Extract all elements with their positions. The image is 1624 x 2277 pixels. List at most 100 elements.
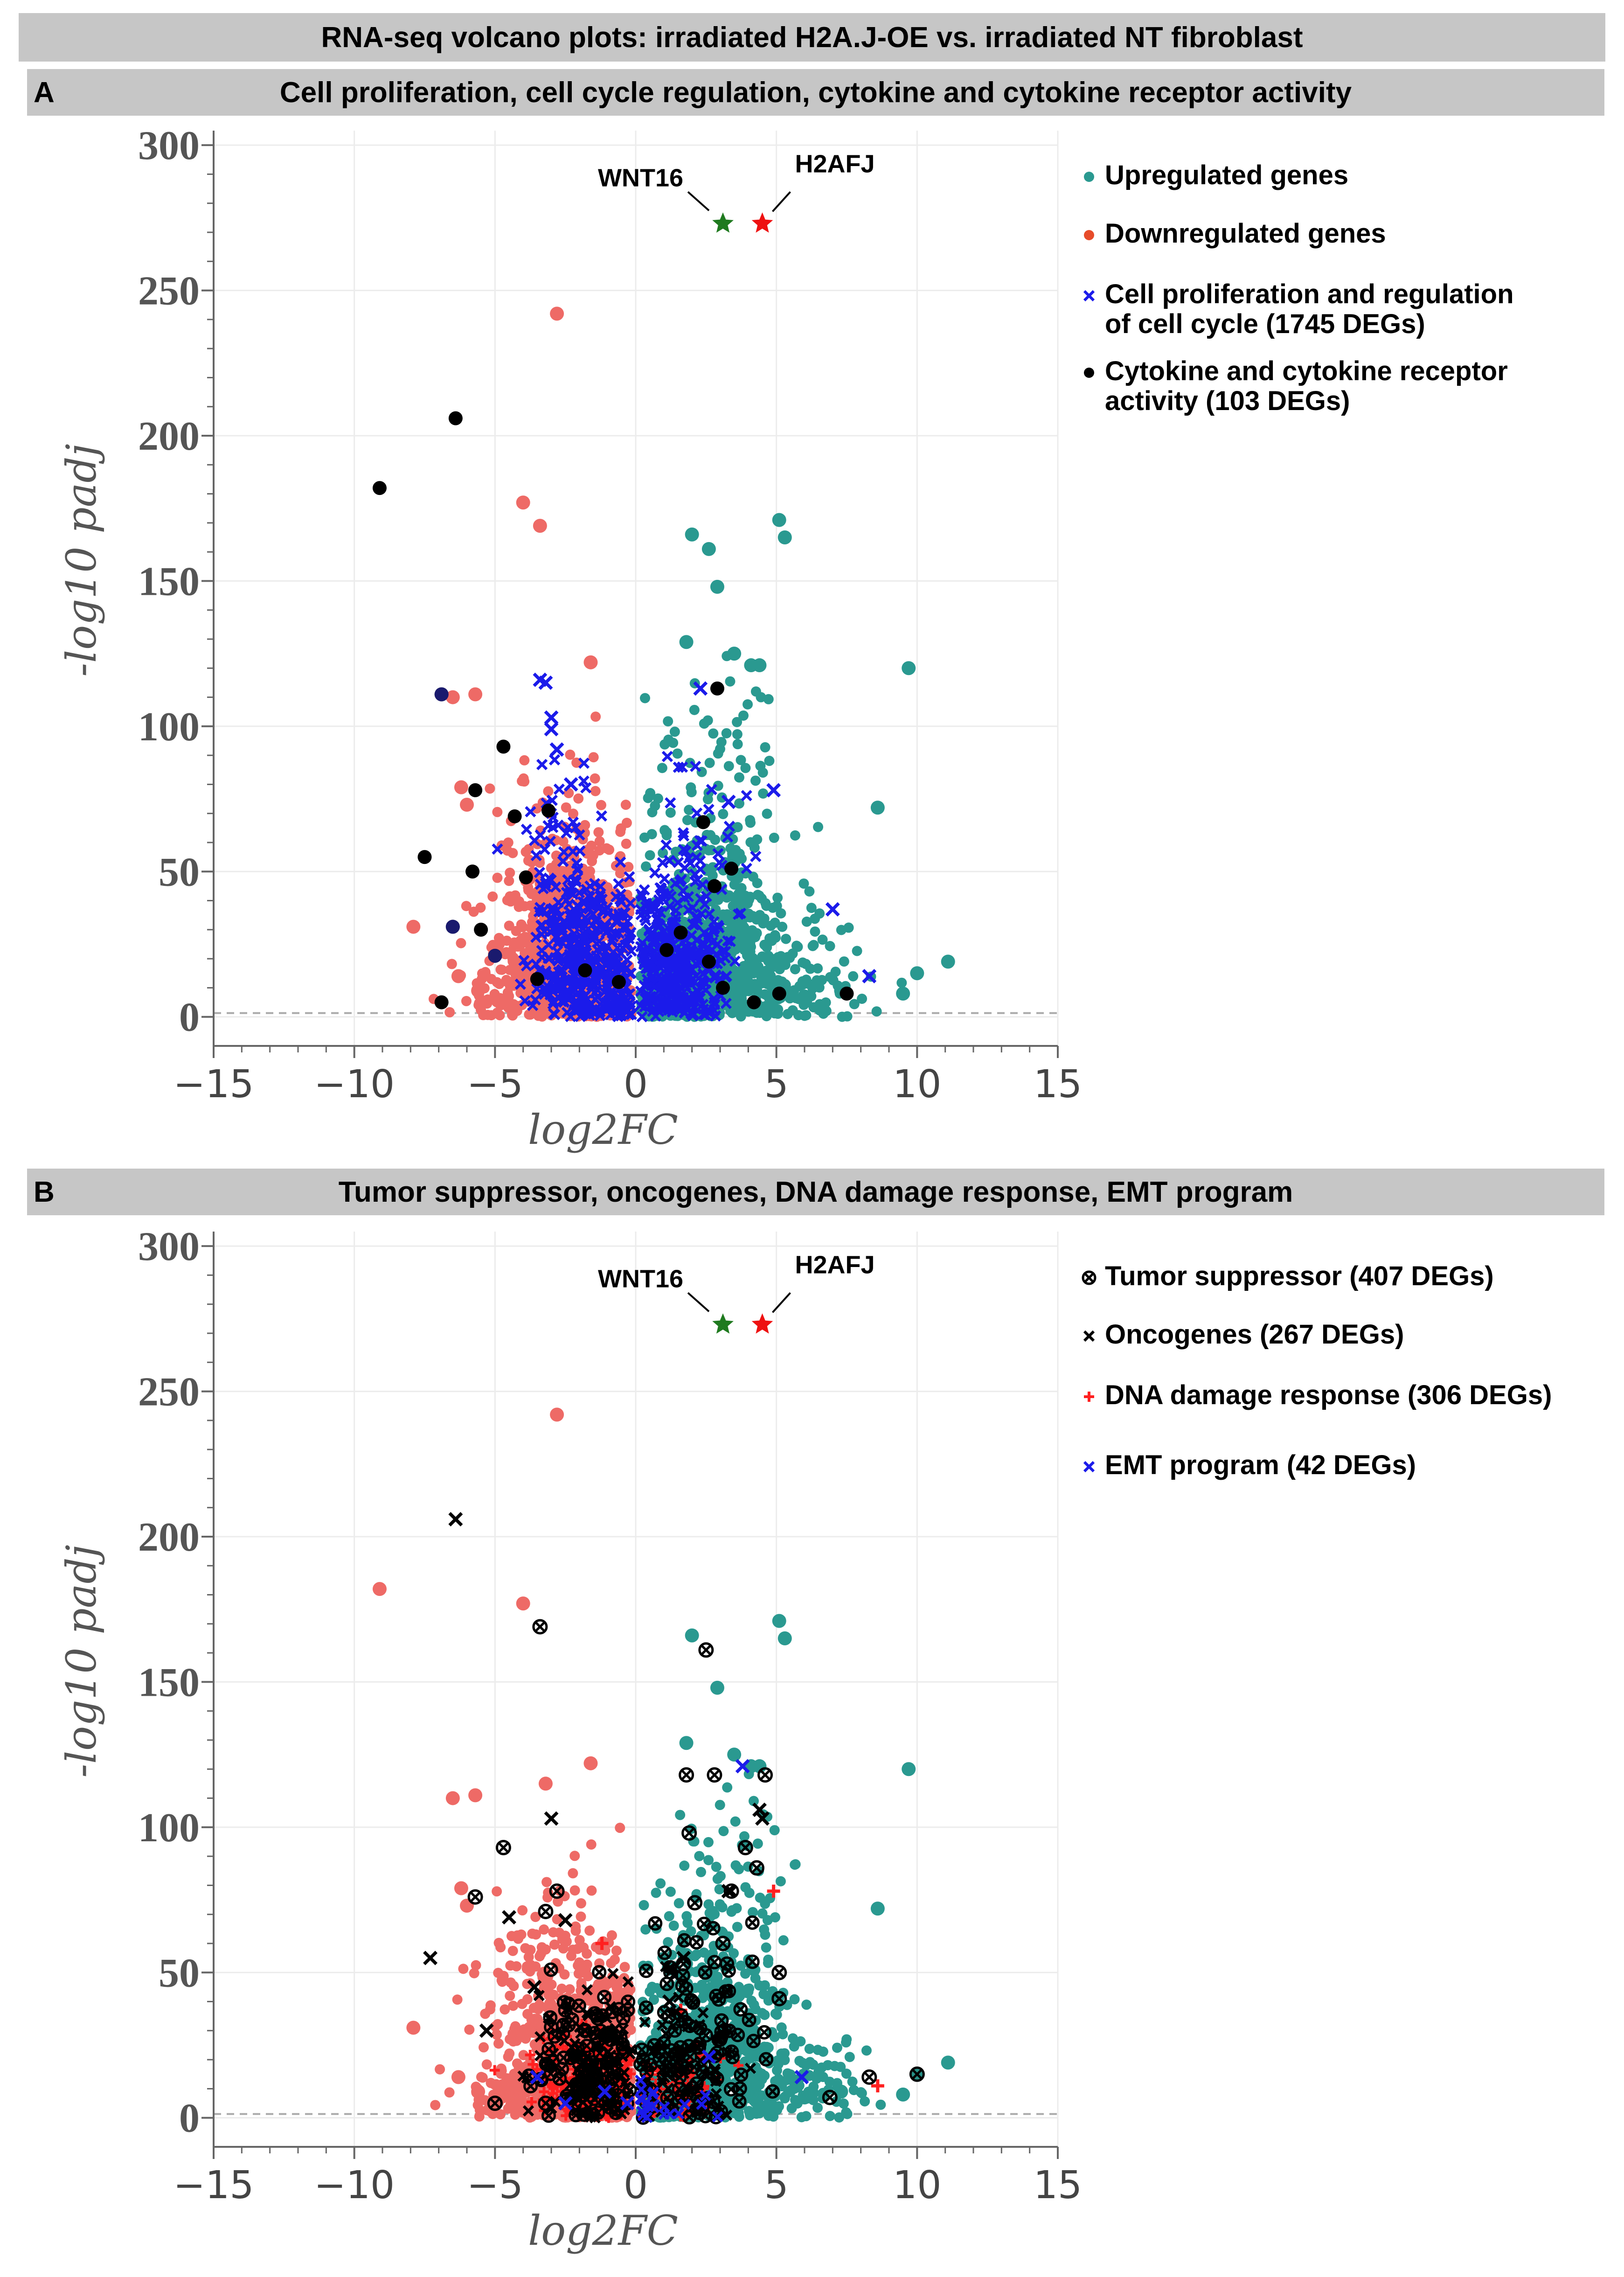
point-a-cell-proliferation-and-regulation-of-cell-cycle-1745-degs	[544, 836, 556, 847]
point-a-upregulated-genes	[736, 755, 746, 766]
point-a-cytokine-and-cytokine-receptor-activity-103-degs	[496, 739, 511, 754]
point-a-cell-proliferation-and-regulation-of-cell-cycle-1745-degs	[643, 925, 655, 937]
point-a-cell-proliferation-and-regulation-of-cell-cycle-1745-degs	[539, 843, 550, 855]
point-b-upregulated-genes	[768, 2111, 779, 2122]
point-a-downregulated-genes	[519, 755, 530, 766]
point-a-upregulated-genes	[639, 693, 650, 703]
point-a-upregulated-genes	[684, 805, 694, 815]
point-b-upregulated-genes	[740, 1968, 750, 1979]
point-a-cell-proliferation-and-regulation-of-cell-cycle-1745-degs	[721, 794, 736, 809]
x-tick-label-a: −5	[467, 1062, 523, 1107]
point-a-upregulated-genes	[896, 977, 907, 988]
point-a-downregulated-genes	[533, 519, 547, 533]
point-a-cell-proliferation-and-regulation-of-cell-cycle-1745-degs	[678, 843, 689, 856]
legend-label-a-2: Cell proliferation and regulation of cell…	[1105, 279, 1514, 339]
point-a-cell-proliferation-and-regulation-of-cell-cycle-1745-degs	[660, 931, 672, 942]
point-a-cell-proliferation-and-regulation-of-cell-cycle-1745-degs	[530, 850, 542, 862]
point-b-upregulated-genes	[896, 2087, 910, 2102]
point-a-upregulated-genes	[825, 972, 836, 982]
point-a-cell-proliferation-and-regulation-of-cell-cycle-1745-degs	[548, 754, 561, 766]
point-a-downregulated-genes	[580, 820, 590, 830]
point-a-cytokine-and-cytokine-receptor-activity-103-degs	[707, 879, 722, 893]
point-a-cell-proliferation-and-regulation-of-cell-cycle-1745-degs	[661, 751, 673, 762]
figure-title: RNA-seq volcano plots: irradiated H2A.J-…	[321, 21, 1303, 54]
point-a-cell-proliferation-and-regulation-of-cell-cycle-1745-degs	[647, 935, 659, 947]
point-b-upregulated-genes	[775, 1876, 786, 1887]
point-b-upregulated-genes	[759, 2070, 770, 2081]
point-a-cell-proliferation-and-regulation-of-cell-cycle-1745-degs	[600, 921, 612, 933]
point-b-upregulated-genes	[798, 2090, 812, 2105]
point-a-cell-proliferation-and-regulation-of-cell-cycle-1745-degs	[573, 887, 585, 898]
point-a-downregulated-genes	[492, 872, 503, 883]
point-b-upregulated-genes	[818, 2088, 828, 2098]
point-b-upregulated-genes	[703, 1855, 714, 1866]
point-a-downregulated-genes	[454, 780, 468, 794]
point-a-upregulated-genes	[750, 932, 761, 942]
point-b-upregulated-genes	[769, 1825, 780, 1836]
point-a-downregulated-genes	[485, 783, 495, 794]
point-a-cell-proliferation-and-regulation-of-cell-cycle-1745-degs	[530, 931, 542, 943]
point-a-downregulated-genes	[521, 847, 531, 857]
point-a-upregulated-genes	[663, 734, 674, 745]
point-a-cell-proliferation-and-regulation-of-cell-cycle-1745-degs	[702, 934, 714, 946]
y-tick-label-a: 0	[179, 995, 200, 1040]
point-a-cell-proliferation-and-regulation-of-cell-cycle-1745-degs	[547, 822, 559, 833]
point-a-downregulated-genes	[456, 938, 466, 948]
point-a-cell-proliferation-and-regulation-of-cell-cycle-1745-degs	[600, 996, 612, 1008]
point-a-cytokine-and-cytokine-receptor-activity-103-degs	[710, 681, 724, 696]
x-tick-label-b: −15	[173, 2163, 254, 2207]
point-a-upregulated-genes	[725, 676, 736, 687]
point-a-downregulated-genes	[568, 808, 579, 819]
point-b-upregulated-genes	[747, 2087, 757, 2098]
point-a-cell-proliferation-and-regulation-of-cell-cycle-1745-degs	[692, 874, 703, 885]
y-tick-label-a: 150	[138, 559, 200, 604]
point-a-cell-proliferation-and-regulation-of-cell-cycle-1745-degs	[570, 996, 582, 1009]
point-a-downregulated-genes	[519, 901, 530, 912]
point-a-cell-proliferation-and-regulation-of-cell-cycle-1745-degs	[706, 784, 717, 795]
point-b-upregulated-genes	[743, 1986, 754, 1997]
point-b-upregulated-genes	[730, 1816, 741, 1827]
point-a-cell-proliferation-and-regulation-of-cell-cycle-1745-degs	[691, 984, 703, 996]
point-a-cell-proliferation-and-regulation-of-cell-cycle-1745-degs	[583, 890, 594, 902]
point-a-cell-proliferation-and-regulation-of-cell-cycle-1745-degs	[564, 886, 576, 898]
point-a-cell-proliferation-and-regulation-of-cell-cycle-1745-degs	[549, 1009, 561, 1020]
point-a-upregulated-genes	[758, 788, 769, 799]
point-a-cell-proliferation-and-regulation-of-cell-cycle-1745-degs	[579, 951, 591, 962]
point-a-downregulated-genes	[474, 998, 485, 1009]
point-a-upregulated-genes	[752, 834, 763, 845]
point-b-upregulated-genes	[755, 1893, 765, 1903]
point-a-cell-proliferation-and-regulation-of-cell-cycle-1745-degs	[546, 794, 558, 806]
point-b-upregulated-genes	[794, 2055, 805, 2066]
grid-a	[213, 131, 1059, 1046]
point-a-cell-proliferation-and-regulation-of-cell-cycle-1745-degs	[679, 892, 690, 904]
point-b-upregulated-genes	[681, 1911, 692, 1922]
point-b-upregulated-genes	[796, 2112, 807, 2123]
point-a-cell-proliferation-and-regulation-of-cell-cycle-1745-degs	[697, 968, 709, 980]
point-b-upregulated-genes	[834, 2084, 848, 2099]
point-a-upregulated-genes	[737, 963, 748, 974]
point-a-cell-proliferation-and-regulation-of-cell-cycle-1745-degs	[533, 906, 545, 918]
point-a-downregulated-genes	[590, 786, 601, 796]
point-a-cytokine-and-cytokine-receptor-activity-103-degs	[673, 926, 688, 940]
point-b-upregulated-genes	[651, 2029, 662, 2040]
point-b-upregulated-genes	[860, 2096, 870, 2107]
point-a-cell-proliferation-and-regulation-of-cell-cycle-1745-degs	[578, 775, 590, 787]
point-a-upregulated-genes	[710, 835, 721, 845]
annotation-h2afj-a: H2AFJ	[795, 150, 875, 178]
point-a-cell-proliferation-and-regulation-of-cell-cycle-1745-degs	[624, 968, 636, 980]
point-a-upregulated-genes	[701, 542, 716, 556]
point-a-upregulated-genes	[794, 981, 805, 991]
point-a-cell-proliferation-and-regulation-of-cell-cycle-1745-degs	[545, 914, 557, 926]
point-a-cell-proliferation-and-regulation-of-cell-cycle-1745-degs	[555, 935, 566, 947]
point-a-downregulated-genes	[620, 800, 631, 810]
point-a-cytokine-and-cytokine-receptor-activity-103-degs	[747, 995, 761, 1010]
point-a-cell-proliferation-and-regulation-of-cell-cycle-1745-degs	[694, 855, 706, 867]
point-a-upregulated-genes	[743, 699, 753, 710]
point-a-cell-proliferation-and-regulation-of-cell-cycle-1745-degs	[610, 927, 621, 939]
point-a-upregulated-genes	[798, 957, 808, 968]
point-a-downregulated-genes	[561, 867, 571, 878]
point-a-upregulated-genes	[749, 843, 760, 853]
point-a-cytokine-and-cytokine-receptor-activity-103-degs	[448, 411, 463, 425]
point-a-cell-proliferation-and-regulation-of-cell-cycle-1745-degs	[640, 915, 652, 926]
point-a-cell-proliferation-and-regulation-of-cell-cycle-1745-degs	[595, 888, 606, 899]
